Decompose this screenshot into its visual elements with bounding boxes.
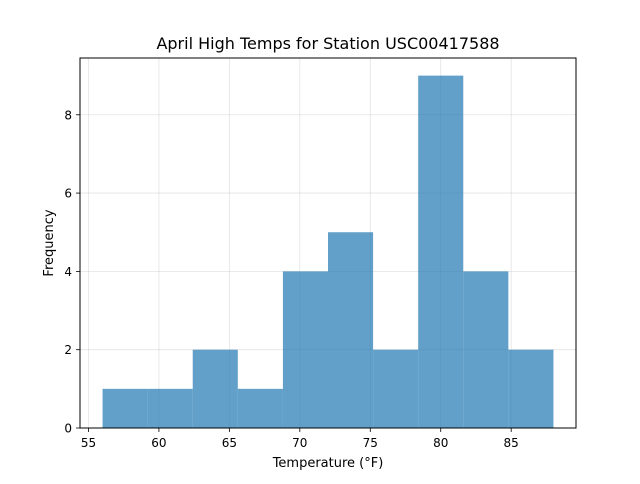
- bars-layer: [102, 75, 554, 428]
- y-tick-label: 0: [64, 422, 72, 436]
- histogram-bar: [102, 388, 148, 428]
- x-tick-label: 70: [292, 436, 307, 450]
- histogram-bar: [147, 388, 193, 428]
- x-tick-label: 85: [504, 436, 519, 450]
- x-axis-label: Temperature (°F): [272, 456, 384, 471]
- x-tick-label: 60: [151, 436, 166, 450]
- x-tick-label: 65: [222, 436, 237, 450]
- plot-frame: [79, 57, 577, 429]
- y-tick-label: 6: [64, 187, 72, 201]
- histogram-bar: [192, 349, 238, 428]
- histogram-bar: [373, 349, 419, 428]
- histogram-bar: [418, 75, 464, 428]
- histogram-bar: [328, 232, 374, 428]
- y-tick-label: 2: [64, 343, 72, 357]
- y-tick-label: 4: [64, 265, 72, 279]
- x-tick-label: 80: [433, 436, 448, 450]
- histogram-bar: [282, 271, 328, 428]
- chart-title: April High Temps for Station USC00417588: [156, 34, 499, 53]
- histogram-bar: [237, 388, 283, 428]
- histogram-bar: [508, 349, 554, 428]
- x-tick-label: 75: [363, 436, 378, 450]
- x-tick-label: 55: [81, 436, 96, 450]
- y-axis-label: Frequency: [42, 209, 57, 276]
- histogram-bar: [463, 271, 509, 428]
- y-tick-label: 8: [64, 108, 72, 122]
- ticks-layer: 55 60 65 70 75 80 85 0 2 4 6 8: [64, 108, 518, 450]
